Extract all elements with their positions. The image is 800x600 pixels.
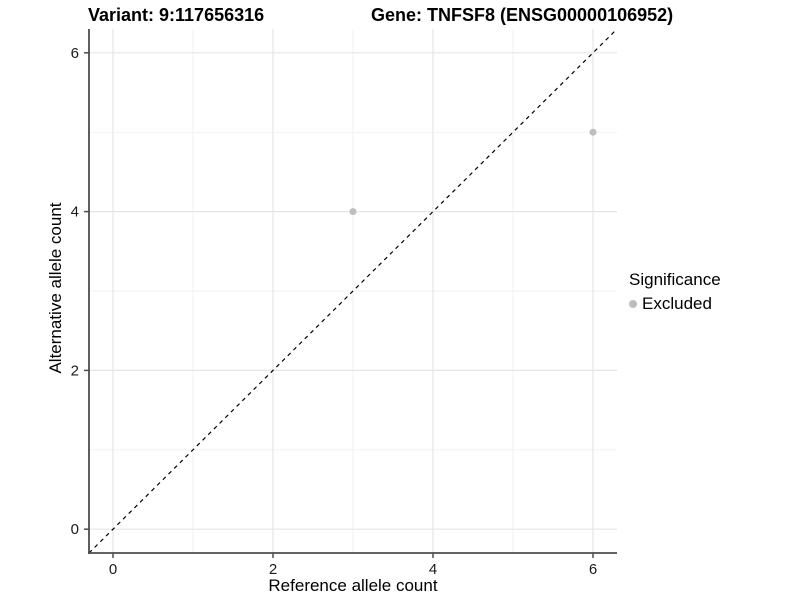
tick-labels: 0 2 4 6 0 2 4 6	[71, 45, 598, 578]
y-tick-label: 2	[71, 362, 79, 379]
plot-title-gene: Gene: TNFSF8 (ENSG00000106952)	[371, 5, 674, 25]
identity-dashed-line	[88, 28, 618, 554]
excluded-point-icon	[629, 300, 637, 308]
y-axis-title: Alternative allele count	[46, 202, 65, 374]
data-point	[589, 128, 597, 136]
x-tick-label: 0	[109, 561, 117, 578]
gridlines	[89, 29, 617, 553]
axis-lines	[84, 29, 617, 558]
x-tick-label: 6	[589, 561, 597, 578]
x-axis-title: Reference allele count	[268, 576, 438, 595]
legend: Significance Excluded	[629, 270, 721, 314]
data-points	[349, 128, 597, 216]
data-point	[349, 208, 357, 216]
legend-item-excluded: Excluded	[629, 294, 721, 314]
x-tick-label: 4	[429, 561, 437, 578]
y-tick-label: 0	[71, 521, 79, 538]
y-tick-label: 6	[71, 45, 79, 62]
x-tick-label: 2	[269, 561, 277, 578]
legend-item-label: Excluded	[642, 294, 712, 313]
identity-line	[88, 28, 618, 554]
y-tick-label: 4	[71, 204, 79, 221]
legend-title: Significance	[629, 270, 721, 289]
plot-title-variant: Variant: 9:117656316	[88, 5, 265, 25]
